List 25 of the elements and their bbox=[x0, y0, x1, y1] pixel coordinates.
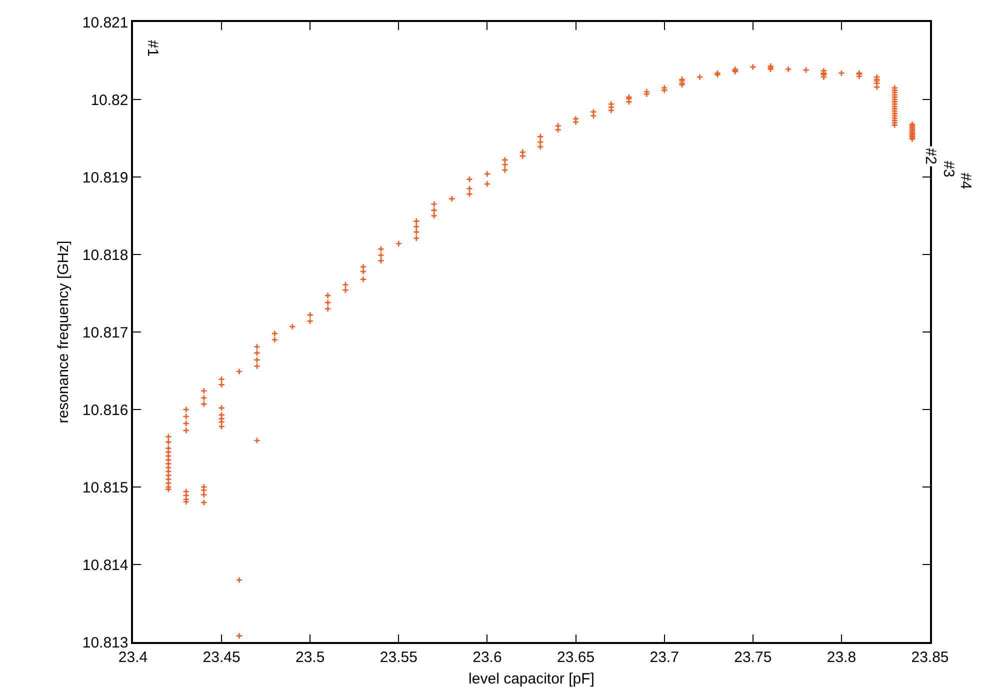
x-tick-label: 23.65 bbox=[557, 648, 595, 666]
y-axis-title: resonance frequency [GHz] bbox=[55, 240, 72, 424]
x-tick-label: 23.55 bbox=[380, 648, 418, 666]
y-tick-label: 10.817 bbox=[82, 324, 128, 342]
x-tick-label: 23.7 bbox=[650, 648, 679, 666]
y-tick-label: 10.82 bbox=[90, 92, 128, 109]
y-tick-label: 10.816 bbox=[82, 402, 128, 419]
text: #4 bbox=[957, 172, 974, 190]
annotation: #2 bbox=[922, 148, 940, 165]
x-tick-label: 23.6 bbox=[472, 648, 502, 666]
x-tick-label: 23.5 bbox=[296, 648, 325, 666]
y-tick-label: 10.819 bbox=[82, 169, 128, 186]
x-tick-label: 23.8 bbox=[826, 648, 856, 666]
x-tick-label: 23.45 bbox=[202, 648, 240, 666]
y-tick-label: 10.815 bbox=[82, 479, 128, 496]
y-tick-label: 10.818 bbox=[82, 246, 128, 264]
x-tick-label: 23.85 bbox=[911, 648, 949, 666]
x-tick-label: 23.4 bbox=[118, 648, 148, 666]
annotation: #1 bbox=[144, 40, 162, 57]
x-tick-label: 23.75 bbox=[734, 648, 772, 666]
text: #3 bbox=[940, 160, 958, 178]
x-axis-title: level capacitor [pF] bbox=[468, 670, 594, 688]
y-tick-label: 10.813 bbox=[82, 634, 128, 652]
y-tick-label: 10.821 bbox=[82, 14, 128, 32]
y-tick-label: 10.814 bbox=[82, 556, 128, 574]
